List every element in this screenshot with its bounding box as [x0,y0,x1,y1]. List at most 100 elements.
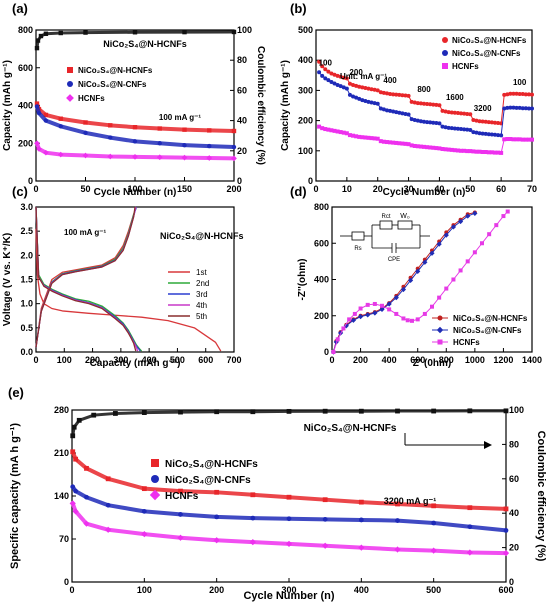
data-point [511,91,516,96]
data-point [351,133,356,138]
x-tick-label: 100 [137,585,152,595]
legend-label: NiCo₂S₄@N-HCNFs [78,66,153,75]
data-point [132,139,138,144]
legend-label: NiCo₂S₄@N-HCNFs [453,314,528,323]
data-point [372,136,377,141]
y-tick-label: 500 [298,25,313,35]
data-point [494,223,499,228]
data-point [338,74,343,79]
data-point [431,408,437,414]
x-tick-label: 0 [33,355,38,365]
y-tick-label: 400 [298,55,313,65]
data-point [388,140,393,145]
x-tick-label: 700 [226,355,241,365]
circuit-label-w0: W₀ [400,213,410,220]
series-line [71,409,506,437]
data-point [443,232,449,238]
data-point [508,105,513,110]
legend-marker [67,67,73,73]
data-point [443,109,448,114]
data-point [329,71,334,76]
data-point [214,514,220,520]
data-point [326,69,331,74]
data-point [502,106,507,111]
data-point [530,92,534,97]
data-point [231,29,237,35]
data-point [465,149,470,154]
data-point [412,143,417,148]
y2-tick-label: 20 [237,146,247,156]
y2-axis-label: Coulombic efficiency (%) [535,431,547,562]
data-point [400,141,405,146]
y2-tick-label: 40 [237,116,247,126]
x-tick-label: 0 [69,585,74,595]
data-point [357,314,364,320]
data-point [338,84,343,89]
data-point [431,503,437,509]
panel-label: (b) [290,1,307,16]
data-point [446,147,451,152]
data-point [335,337,340,342]
data-point [395,501,400,507]
data-point [465,259,470,264]
data-point [523,92,528,97]
y2-tick-label: 80 [509,439,519,449]
data-point [363,85,368,90]
data-point [341,75,346,80]
data-point [395,408,400,414]
x-tick-label: 1200 [493,355,513,365]
data-point [76,417,82,423]
current-annotation: 3200 mA g⁻¹ [384,496,436,506]
legend-label: 1st [196,268,207,277]
data-point [486,120,491,125]
data-point [91,412,97,418]
data-point [428,120,433,125]
rate-label: 1600 [446,93,464,102]
data-point [434,121,439,126]
y2-tick-label: 0 [237,176,242,186]
data-point [489,132,494,137]
data-point [486,132,491,137]
data-point [360,98,365,103]
data-point [73,488,79,494]
y2-tick-label: 60 [237,85,247,95]
data-point [407,277,414,284]
data-point [386,301,392,307]
data-point [467,408,473,414]
data-point [231,155,237,162]
data-point [425,101,430,106]
rate-label: 800 [417,85,431,94]
data-point [43,112,49,118]
data-point [530,137,534,142]
unit-label: Unit: mA g⁻¹ [340,72,387,81]
data-point [422,144,426,149]
data-point [366,86,371,91]
data-point [437,121,442,126]
data-point [520,137,525,142]
circuit-label-rs: Rs [354,246,361,252]
data-point [520,106,525,111]
data-point [489,120,494,125]
data-point [384,108,389,113]
data-point [496,121,501,126]
data-point [401,316,406,321]
y-tick-label: 210 [54,448,69,458]
data-point [372,310,378,316]
data-point [344,86,349,91]
legend-marker [151,475,159,483]
data-point [132,125,138,130]
data-point [514,91,519,96]
x-axis-label: Cycle Number (n) [94,187,177,198]
x-tick-label: 300 [113,355,128,365]
x-tick-label: 1400 [522,355,542,365]
data-point [514,137,519,142]
y-tick-label: 800 [18,25,33,35]
data-point [231,128,237,134]
data-point [108,135,113,140]
data-point [388,108,393,113]
data-point [526,106,531,111]
data-point [418,144,423,149]
warburg-element [397,220,413,230]
data-point [415,144,420,149]
data-point [71,424,77,430]
